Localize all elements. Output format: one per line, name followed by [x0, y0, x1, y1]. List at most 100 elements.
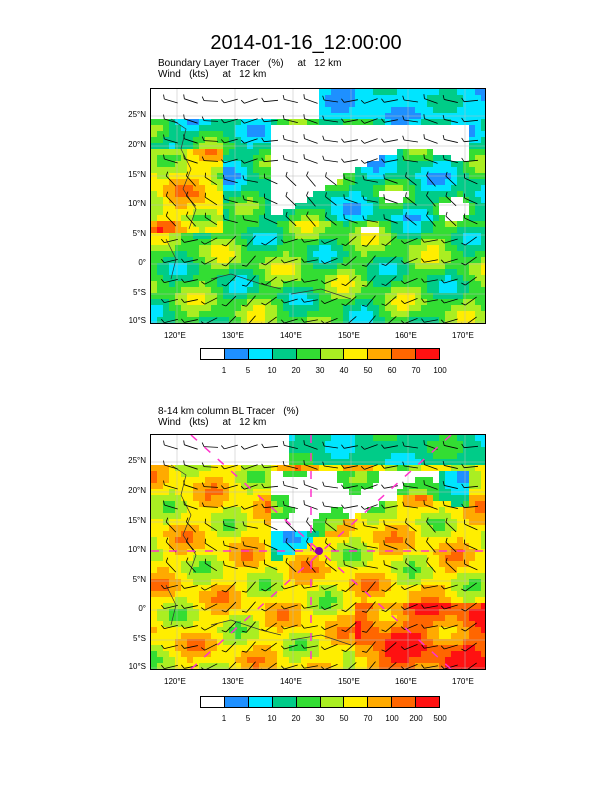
field-cell	[301, 591, 308, 598]
wind-barb	[201, 502, 219, 508]
field-cell	[343, 155, 350, 162]
field-cell	[307, 317, 314, 323]
field-cell	[439, 435, 446, 442]
wind-barb	[301, 664, 318, 669]
field-cell	[373, 549, 380, 556]
wind-barb	[242, 541, 258, 549]
field-cell	[319, 89, 326, 96]
field-cell	[409, 95, 416, 102]
field-cell	[373, 477, 380, 484]
field-cell	[151, 591, 158, 598]
field-cell	[289, 555, 296, 562]
field-cell	[223, 149, 230, 156]
field-cell	[247, 185, 254, 192]
field-cell	[361, 603, 368, 610]
field-cell	[175, 299, 182, 306]
field-cell	[223, 257, 230, 264]
wind-barb	[280, 238, 298, 244]
field-cell	[151, 221, 158, 228]
field-cell	[163, 663, 170, 669]
field-cell	[433, 465, 440, 472]
wind-barb	[183, 480, 198, 490]
field-cell	[211, 227, 218, 234]
field-cell	[403, 233, 410, 240]
field-cell	[445, 263, 452, 270]
field-cell	[343, 275, 350, 282]
field-cell	[229, 281, 236, 288]
field-cell	[439, 561, 446, 568]
lat-tick-label: 20°N	[128, 486, 146, 495]
field-cell	[385, 185, 392, 192]
field-cell	[235, 447, 242, 454]
field-cell	[331, 603, 338, 610]
wind-barb	[345, 662, 357, 669]
field-cell	[349, 233, 356, 240]
field-cell	[301, 203, 308, 210]
field-cell	[427, 137, 434, 144]
field-cell	[415, 311, 422, 318]
field-cell	[475, 197, 482, 204]
field-cell	[337, 89, 344, 96]
field-cell	[253, 501, 260, 508]
field-cell	[235, 501, 242, 508]
field-cell	[307, 191, 314, 198]
wind-barb	[341, 464, 358, 469]
field-cell	[319, 663, 326, 669]
field-cell	[439, 287, 446, 294]
panel1-map	[150, 88, 486, 324]
field-cell	[433, 477, 440, 484]
field-cell	[199, 609, 206, 616]
wind-barb	[301, 604, 318, 609]
field-cell	[367, 663, 374, 669]
field-cell	[445, 155, 452, 162]
colorbar-label: 30	[315, 366, 325, 375]
field-cell	[259, 657, 266, 664]
field-cell	[325, 477, 332, 484]
field-cell	[247, 221, 254, 228]
wind-barb	[246, 315, 256, 323]
field-cell	[355, 549, 362, 556]
field-cell	[187, 227, 194, 234]
wind-barb	[400, 644, 418, 650]
field-cell	[361, 299, 368, 306]
field-cell	[229, 453, 236, 460]
field-cell	[349, 215, 356, 222]
field-cell	[247, 137, 254, 144]
field-cell	[367, 573, 374, 580]
field-cell	[373, 585, 380, 592]
field-cell	[277, 435, 284, 442]
field-cell	[157, 149, 164, 156]
field-cell	[277, 239, 284, 246]
field-cell	[157, 507, 164, 514]
field-cell	[367, 495, 374, 502]
field-cell	[319, 215, 326, 222]
field-cell	[451, 501, 458, 508]
field-cell	[421, 305, 428, 312]
lon-tick-label: 170°E	[452, 331, 474, 340]
field-cell	[421, 447, 428, 454]
field-cell	[433, 651, 440, 658]
field-cell	[397, 531, 404, 538]
field-cell	[271, 185, 278, 192]
wind-barb	[440, 644, 458, 650]
field-cell	[277, 495, 284, 502]
field-cell	[355, 311, 362, 318]
field-cell	[373, 269, 380, 276]
field-cell	[247, 453, 254, 460]
field-cell	[379, 263, 386, 270]
field-cell	[457, 203, 464, 210]
field-cell	[463, 579, 470, 586]
field-cell	[199, 447, 206, 454]
field-cell	[163, 233, 170, 240]
field-cell	[211, 299, 218, 306]
field-cell	[481, 645, 485, 652]
field-cell	[397, 495, 404, 502]
field-cell	[223, 281, 230, 288]
field-cell	[307, 203, 314, 210]
field-cell	[343, 233, 350, 240]
field-cell	[379, 633, 386, 640]
panel1-title-line2: Wind (kts) at 12 km	[158, 69, 267, 80]
field-cell	[241, 573, 248, 580]
colorbar-swatch	[296, 349, 321, 359]
field-cell	[253, 573, 260, 580]
